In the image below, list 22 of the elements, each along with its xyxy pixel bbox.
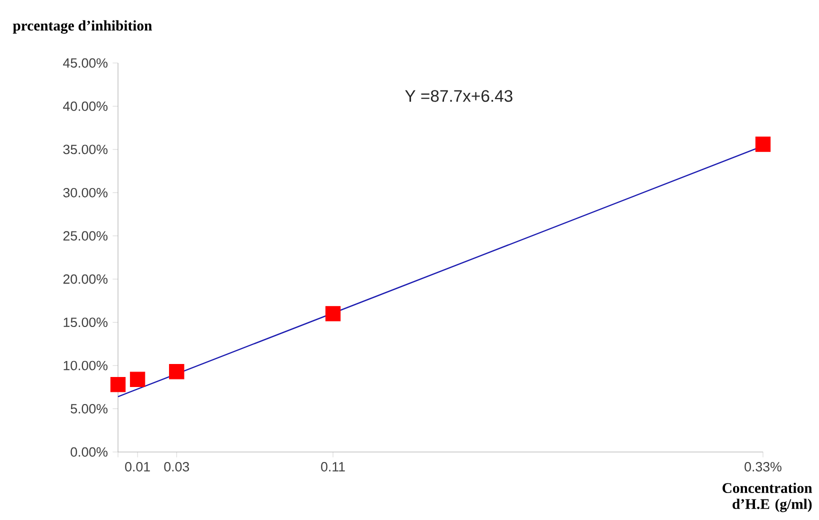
y-axis-title: prcentage d’inhibition: [12, 20, 152, 34]
x-tick-label: 0.11: [321, 462, 345, 472]
x-axis-title: Concentration d’H.E (g/ml): [722, 482, 812, 512]
point: [169, 364, 184, 380]
y-tick-label: 10.00%: [64, 360, 108, 370]
x-tick-label: 0.03: [164, 462, 190, 472]
point: [325, 306, 341, 322]
point: [130, 372, 146, 387]
y-tick-label: 40.00%: [63, 101, 108, 111]
y-tick-label: 35.00%: [63, 144, 108, 154]
y-tick-label: 15.00%: [64, 318, 108, 328]
y-tick-label: 20.00%: [63, 274, 108, 284]
y-tick-label: 25.00%: [63, 231, 108, 241]
y-tick-label: 0.00%: [70, 447, 108, 457]
annotation: Y =87.7x+6.43: [405, 90, 512, 102]
y-tick-label: 5.00%: [70, 404, 108, 414]
x-tick-label: 0.01: [125, 462, 150, 472]
x-tick-label: 0.33%: [744, 462, 782, 472]
y-tick-label: 30.00%: [63, 188, 108, 198]
y-tick-label: 45.00%: [63, 58, 108, 68]
point: [110, 376, 126, 392]
point: [755, 136, 771, 152]
